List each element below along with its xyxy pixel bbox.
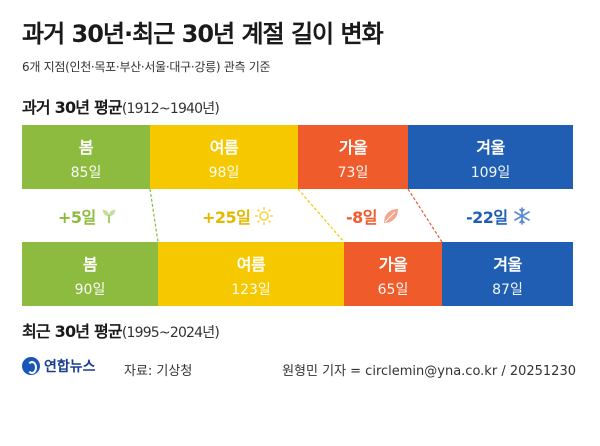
past-segment-spring: 봄 85일 — [22, 125, 150, 189]
change-value: +25일 — [202, 208, 251, 227]
change-value: -22일 — [466, 208, 508, 227]
recent-segment-days: 123일 — [231, 282, 271, 298]
logo-text: 연합뉴스 — [44, 359, 96, 375]
change-value: +5일 — [58, 208, 96, 227]
past-segment-name: 겨울 — [476, 138, 505, 157]
past-segment-days: 73일 — [337, 165, 369, 181]
recent-period-years: (1995~2024년) — [121, 325, 220, 341]
chart-subtitle: 6개 지점(인천·목포·부산·서울·대구·강릉) 관측 기준 — [22, 60, 271, 74]
change-spring: +5일 — [58, 204, 118, 228]
change-autumn: -8일 — [346, 204, 401, 228]
leaf-icon — [381, 206, 401, 226]
credit-line: 원형민 기자 = circlemin@yna.co.kr / 20251230 — [282, 364, 576, 379]
past-segment-autumn: 가을 73일 — [298, 125, 408, 189]
yonhap-logo-icon — [22, 357, 40, 375]
past-segment-days: 85일 — [70, 165, 102, 181]
recent-segment-days: 90일 — [74, 282, 106, 298]
yonhap-logo: 연합뉴스 — [22, 356, 96, 376]
recent-segment-summer: 여름 123일 — [158, 242, 344, 306]
boundary-divider-line — [407, 189, 443, 242]
sun-icon — [254, 206, 274, 226]
past-segment-name: 가을 — [338, 138, 368, 157]
boundary-divider-line — [149, 189, 159, 242]
change-summer: +25일 — [202, 204, 274, 228]
recent-segment-winter: 겨울 87일 — [442, 242, 573, 306]
past-period-title: 과거 30년 평균 — [22, 98, 123, 117]
recent-season-bar: 봄 90일 여름 123일 가을 65일 겨울 87일 — [22, 242, 573, 306]
boundary-divider-line — [297, 189, 345, 242]
past-segment-winter: 겨울 109일 — [408, 125, 573, 189]
past-segment-days: 98일 — [208, 165, 240, 181]
source-note: 자료: 기상청 — [124, 364, 193, 379]
recent-segment-days: 87일 — [492, 282, 523, 298]
recent-segment-name: 봄 — [82, 255, 98, 274]
snowflake-icon — [512, 206, 532, 226]
past-period-label: 과거 30년 평균(1912~1940년) — [22, 94, 220, 118]
recent-segment-name: 여름 — [236, 255, 266, 274]
boundary-dividers — [149, 189, 443, 242]
recent-segment-days: 65일 — [377, 282, 409, 298]
recent-period-title: 최근 30년 평균 — [22, 322, 123, 341]
change-value: -8일 — [346, 208, 378, 227]
past-segment-days: 109일 — [470, 165, 511, 181]
past-season-bar: 봄 85일 여름 98일 가을 73일 겨울 109일 — [22, 125, 573, 189]
sprout-icon — [100, 207, 118, 225]
recent-segment-spring: 봄 90일 — [22, 242, 158, 306]
past-segment-name: 여름 — [209, 138, 239, 157]
past-segment-name: 봄 — [78, 138, 94, 157]
recent-segment-autumn: 가을 65일 — [344, 242, 442, 306]
past-segment-summer: 여름 98일 — [150, 125, 298, 189]
recent-segment-name: 가을 — [378, 255, 408, 274]
recent-period-label: 최근 30년 평균(1995~2024년) — [22, 318, 220, 342]
chart-title: 과거 30년·최근 30년 계절 길이 변화 — [22, 20, 384, 48]
recent-segment-name: 겨울 — [493, 255, 522, 274]
past-period-years: (1912~1940년) — [121, 101, 220, 117]
change-winter: -22일 — [466, 204, 532, 228]
change-row: +5일 +25일 -8일 -22일 — [22, 189, 573, 242]
